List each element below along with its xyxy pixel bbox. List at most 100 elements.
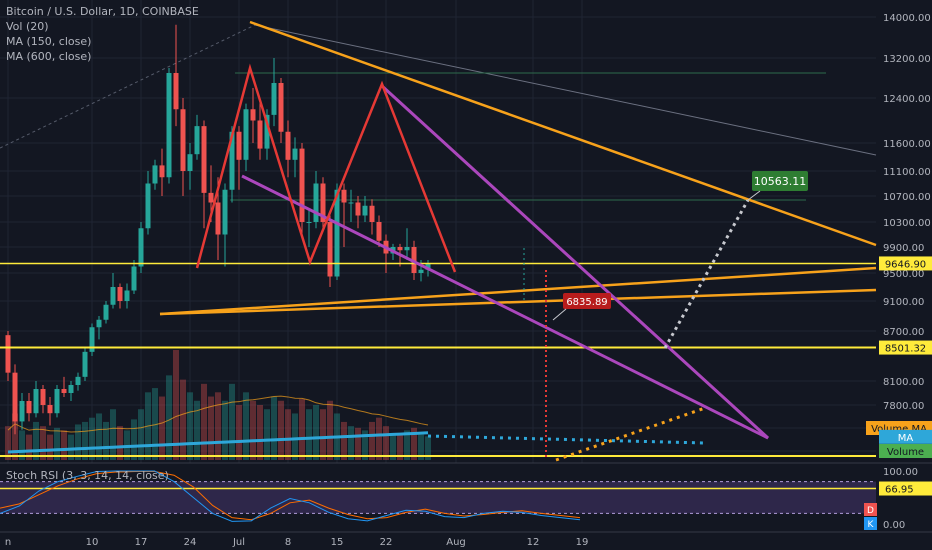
trend-lines: 10563.11 6835.89 <box>0 20 877 462</box>
volume-bar <box>54 427 60 460</box>
candle-body <box>138 228 144 267</box>
price-tick-label: 12400.00 <box>883 94 931 105</box>
volume-bar <box>19 430 25 460</box>
price-tick-label: 7800.00 <box>883 401 924 412</box>
volume-bar <box>131 419 137 460</box>
volume-bar <box>264 409 270 460</box>
volume-bar <box>418 434 424 460</box>
volume-bar <box>257 405 263 460</box>
candle-body <box>117 287 123 301</box>
volume-bar <box>187 392 193 460</box>
projection-pointer <box>552 308 567 321</box>
time-tick-label: 8 <box>285 537 291 548</box>
vol-indicator-label[interactable]: Vol (20) <box>6 20 49 33</box>
volume-bar <box>173 350 179 460</box>
volume-bar <box>313 405 319 460</box>
candle-body <box>250 109 256 121</box>
stoch-k-line <box>0 470 581 522</box>
candle-body <box>362 205 368 216</box>
candle-body <box>334 189 340 277</box>
trend-lines-back <box>0 24 877 201</box>
volume-bar <box>222 400 228 460</box>
ma150-indicator-label[interactable]: MA (150, close) <box>6 35 92 48</box>
candle-body <box>355 202 361 216</box>
volume-bar <box>376 417 382 460</box>
candle-body <box>110 287 116 305</box>
time-tick-label: 10 <box>86 537 99 548</box>
candle-body <box>194 126 200 155</box>
symbol-title[interactable]: Bitcoin / U.S. Dollar, 1D, COINBASE <box>6 5 199 18</box>
bull-projection <box>663 199 750 349</box>
ma150-line <box>7 431 429 454</box>
stoch-rsi-label[interactable]: Stoch RSI (3, 3, 14, 14, close) <box>6 469 169 482</box>
volume-bar <box>110 409 116 460</box>
time-tick-label: 19 <box>576 537 589 548</box>
candle-body <box>208 192 214 203</box>
volume-bar <box>341 421 347 460</box>
candle-body <box>187 154 193 171</box>
volume-bar <box>180 379 186 460</box>
rsi-badge-text: K <box>868 520 875 530</box>
time-tick-label: 12 <box>527 537 540 548</box>
candle-body <box>327 222 333 277</box>
rsi-level-box <box>879 481 932 496</box>
candle-body <box>348 202 354 204</box>
candlesticks <box>5 24 431 435</box>
candle-body <box>33 389 39 414</box>
price-badge <box>879 429 932 444</box>
rsi-band <box>0 481 876 514</box>
candle-body <box>180 109 186 171</box>
ma-projection <box>427 434 706 445</box>
candle-body <box>89 327 95 352</box>
candle-body <box>271 83 277 115</box>
candle-body <box>278 83 284 132</box>
price-axis[interactable]: 14000.00 13200.00 12400.00 11600.00 11100.00… <box>866 0 932 462</box>
time-tick-label: 17 <box>135 537 148 548</box>
volume-bar <box>425 436 431 460</box>
ma600-indicator-label[interactable]: MA (600, close) <box>6 50 92 63</box>
volume-projection <box>555 406 706 462</box>
price-badge-label: MA <box>898 433 914 444</box>
candle-body <box>159 165 165 178</box>
candle-body <box>96 319 102 328</box>
price-tick-label: 9900.00 <box>883 243 924 254</box>
candle-body <box>40 389 46 405</box>
rsi-badge-text: D <box>867 506 874 516</box>
price-tick-label: 10700.00 <box>883 192 931 203</box>
volume-ma-line <box>7 395 429 433</box>
volume-bar <box>208 396 214 460</box>
candle-body <box>341 189 347 203</box>
candle-body <box>243 109 249 160</box>
candle-body <box>285 131 291 160</box>
volume-bar <box>285 409 291 460</box>
rsi-tick-label: 0.00 <box>883 520 905 531</box>
volume-bar <box>243 392 249 460</box>
volume-bars <box>5 350 706 460</box>
candle-body <box>215 202 221 235</box>
price-tick-label: 11100.00 <box>883 167 931 178</box>
candle-body <box>124 290 130 301</box>
candle-body <box>404 247 410 251</box>
ma600-line-back <box>0 24 256 149</box>
price-tick-label: 14000.00 <box>883 13 931 24</box>
descending-resistance <box>249 20 877 247</box>
volume-bar <box>404 430 410 460</box>
volume-bar <box>68 434 74 460</box>
price-badge-label: Volume MA <box>871 424 927 435</box>
volume-bar <box>117 426 123 460</box>
candle-body <box>292 148 298 160</box>
volume-bar <box>306 409 312 460</box>
candle-body <box>75 376 81 385</box>
volume-bar <box>33 421 39 460</box>
price-tick-label: 13200.00 <box>883 54 931 65</box>
price-badge-label: 9646.90 <box>885 259 926 270</box>
volume-bar <box>26 434 32 460</box>
candle-body <box>145 183 151 229</box>
volume-bar <box>61 430 67 460</box>
volume-bar <box>320 409 326 460</box>
time-axis[interactable]: n 10 17 24 Jul 8 15 22 Aug 12 19 <box>0 531 932 550</box>
volume-bar <box>12 413 18 460</box>
stoch-d-line <box>0 471 581 521</box>
volume-bar <box>229 383 235 460</box>
